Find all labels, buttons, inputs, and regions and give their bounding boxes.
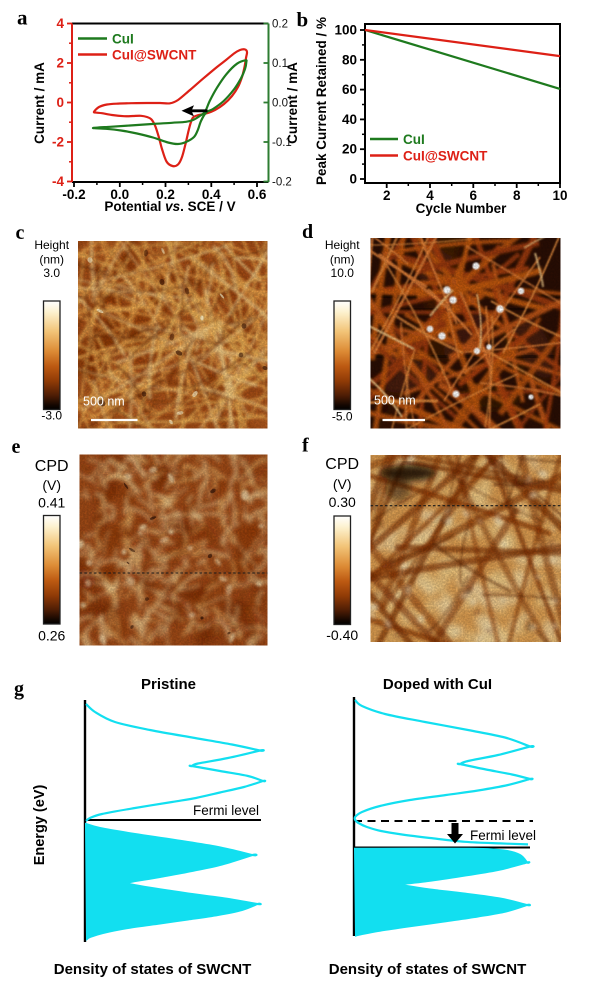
svg-text:0.1: 0.1 xyxy=(272,58,288,70)
svg-text:CuI@SWCNT: CuI@SWCNT xyxy=(403,149,488,164)
svg-text:2: 2 xyxy=(383,188,391,203)
svg-text:(V): (V) xyxy=(42,477,61,493)
svg-text:a: a xyxy=(17,6,28,30)
svg-text:-0.1: -0.1 xyxy=(272,137,292,149)
svg-text:80: 80 xyxy=(342,52,357,67)
svg-text:0: 0 xyxy=(56,95,64,110)
svg-text:CPD: CPD xyxy=(325,456,359,473)
svg-text:CPD: CPD xyxy=(35,458,69,475)
svg-text:20: 20 xyxy=(342,142,357,157)
svg-text:Peak Current Retained / %: Peak Current Retained / % xyxy=(314,17,329,185)
svg-text:Cycle Number: Cycle Number xyxy=(416,201,508,216)
svg-text:-5.0: -5.0 xyxy=(332,410,353,424)
svg-text:Density of states of SWCNT: Density of states of SWCNT xyxy=(54,961,252,978)
svg-text:4: 4 xyxy=(426,188,434,203)
svg-text:500 nm: 500 nm xyxy=(374,394,416,408)
svg-text:0.0: 0.0 xyxy=(272,98,288,110)
svg-text:0.6: 0.6 xyxy=(248,187,267,202)
svg-text:-4: -4 xyxy=(52,174,64,189)
svg-text:(V): (V) xyxy=(333,476,352,492)
svg-text:60: 60 xyxy=(342,82,357,97)
svg-text:Pristine: Pristine xyxy=(141,676,196,693)
svg-text:-0.2: -0.2 xyxy=(62,187,85,202)
svg-text:0.41: 0.41 xyxy=(38,495,65,511)
svg-text:0.2: 0.2 xyxy=(272,19,288,31)
svg-text:c: c xyxy=(16,222,25,244)
svg-text:10: 10 xyxy=(552,188,567,203)
svg-text:100: 100 xyxy=(334,23,357,38)
svg-text:Density of states of SWCNT: Density of states of SWCNT xyxy=(329,961,527,978)
svg-text:3.0: 3.0 xyxy=(43,266,60,280)
svg-text:8: 8 xyxy=(513,188,521,203)
svg-text:40: 40 xyxy=(342,112,357,127)
svg-text:-3.0: -3.0 xyxy=(41,409,62,423)
svg-text:CuI: CuI xyxy=(112,32,134,47)
svg-text:2: 2 xyxy=(56,56,64,71)
svg-text:0: 0 xyxy=(349,172,357,187)
svg-text:Fermi level: Fermi level xyxy=(470,828,536,843)
svg-text:Energy (eV): Energy (eV) xyxy=(32,785,48,866)
svg-text:g: g xyxy=(14,678,24,700)
svg-text:Fermi level: Fermi level xyxy=(193,803,259,818)
svg-text:6: 6 xyxy=(470,188,478,203)
svg-text:(nm): (nm) xyxy=(39,253,64,267)
svg-text:Height: Height xyxy=(34,238,69,252)
svg-text:Height: Height xyxy=(325,238,360,252)
svg-text:d: d xyxy=(302,221,313,243)
svg-text:0.4: 0.4 xyxy=(202,187,221,202)
svg-text:10.0: 10.0 xyxy=(331,266,355,280)
svg-text:Doped with CuI: Doped with CuI xyxy=(383,676,492,693)
svg-text:-0.40: -0.40 xyxy=(326,627,358,643)
svg-text:(nm): (nm) xyxy=(330,253,355,267)
svg-text:0.30: 0.30 xyxy=(329,494,356,510)
svg-text:0.26: 0.26 xyxy=(38,628,65,644)
svg-text:CuI@SWCNT: CuI@SWCNT xyxy=(112,48,197,63)
svg-text:f: f xyxy=(302,435,309,457)
svg-text:4: 4 xyxy=(56,16,64,31)
svg-text:-0.2: -0.2 xyxy=(272,177,292,189)
svg-text:Current / mA: Current / mA xyxy=(32,62,47,144)
svg-text:e: e xyxy=(12,436,21,458)
svg-text:-2: -2 xyxy=(52,135,64,150)
svg-text:500 nm: 500 nm xyxy=(83,395,125,409)
svg-text:CuI: CuI xyxy=(403,132,425,147)
svg-text:Potential vs. SCE / V: Potential vs. SCE / V xyxy=(104,199,235,214)
svg-text:Current / mA: Current / mA xyxy=(285,62,300,144)
svg-text:0.0: 0.0 xyxy=(110,187,129,202)
svg-text:b: b xyxy=(297,8,309,32)
svg-text:0.2: 0.2 xyxy=(156,187,175,202)
